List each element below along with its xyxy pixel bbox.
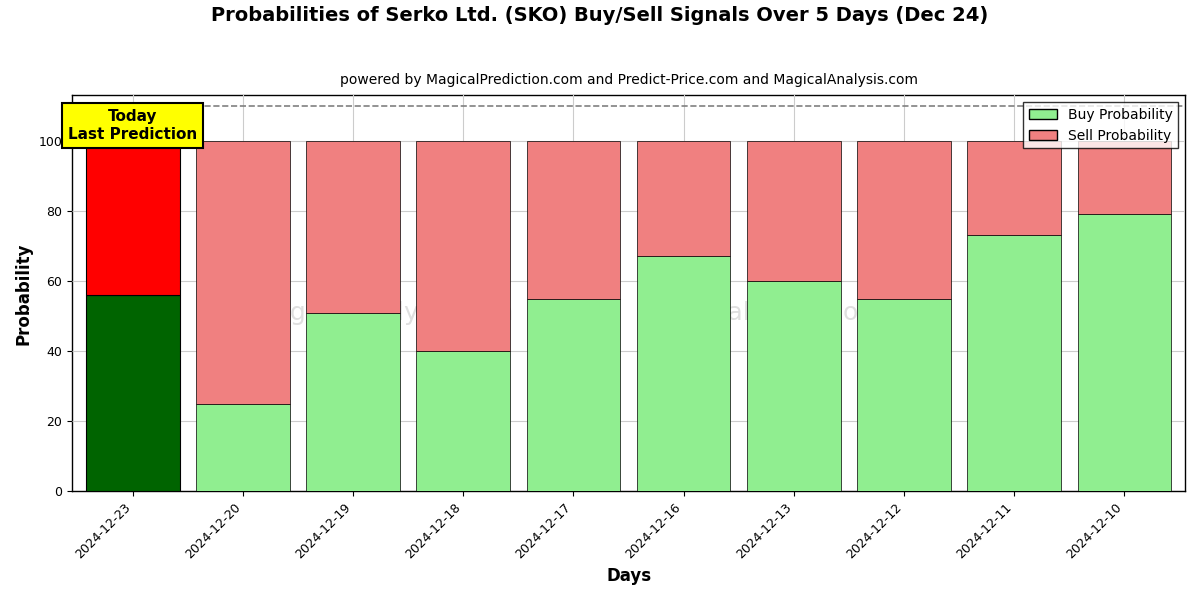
Legend: Buy Probability, Sell Probability: Buy Probability, Sell Probability: [1024, 102, 1178, 148]
Bar: [196, 404, 289, 491]
Title: powered by MagicalPrediction.com and Predict-Price.com and MagicalAnalysis.com: powered by MagicalPrediction.com and Pre…: [340, 73, 918, 87]
Bar: [857, 299, 950, 491]
Bar: [1078, 141, 1171, 214]
Bar: [416, 141, 510, 351]
Bar: [748, 141, 841, 281]
Bar: [637, 256, 731, 491]
Bar: [196, 141, 289, 404]
Bar: [306, 141, 400, 313]
Text: MagicalAnalysis.com: MagicalAnalysis.com: [253, 301, 514, 325]
X-axis label: Days: Days: [606, 567, 652, 585]
Text: MagicalPrediction.com: MagicalPrediction.com: [655, 301, 936, 325]
Bar: [86, 295, 180, 491]
Bar: [1078, 214, 1171, 491]
Bar: [967, 141, 1061, 235]
Bar: [306, 313, 400, 491]
Text: Today
Last Prediction: Today Last Prediction: [68, 109, 197, 142]
Bar: [527, 299, 620, 491]
Bar: [527, 141, 620, 299]
Bar: [637, 141, 731, 256]
Bar: [416, 351, 510, 491]
Text: Probabilities of Serko Ltd. (SKO) Buy/Sell Signals Over 5 Days (Dec 24): Probabilities of Serko Ltd. (SKO) Buy/Se…: [211, 6, 989, 25]
Y-axis label: Probability: Probability: [16, 242, 34, 344]
Bar: [967, 235, 1061, 491]
Bar: [857, 141, 950, 299]
Bar: [748, 281, 841, 491]
Bar: [86, 141, 180, 295]
